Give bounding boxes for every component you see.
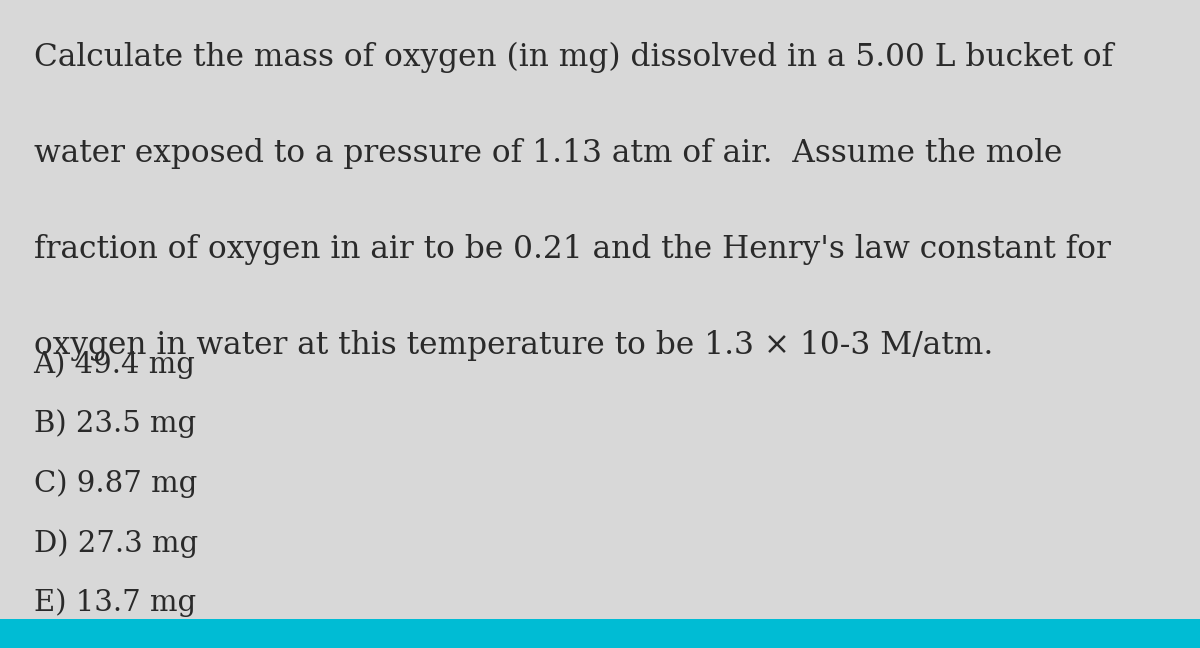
Text: D) 27.3 mg: D) 27.3 mg xyxy=(34,529,198,557)
Text: A) 49.4 mg: A) 49.4 mg xyxy=(34,350,196,378)
Text: B) 23.5 mg: B) 23.5 mg xyxy=(34,410,196,438)
Text: E) 13.7 mg: E) 13.7 mg xyxy=(34,588,196,617)
Text: oxygen in water at this temperature to be 1.3 × 10-3 M/atm.: oxygen in water at this temperature to b… xyxy=(34,330,992,361)
Text: Calculate the mass of oxygen (in mg) dissolved in a 5.00 L bucket of: Calculate the mass of oxygen (in mg) dis… xyxy=(34,42,1112,73)
Text: fraction of oxygen in air to be 0.21 and the Henry's law constant for: fraction of oxygen in air to be 0.21 and… xyxy=(34,234,1110,265)
Bar xyxy=(0,619,1200,648)
Text: C) 9.87 mg: C) 9.87 mg xyxy=(34,469,197,498)
Text: water exposed to a pressure of 1.13 atm of air.  Assume the mole: water exposed to a pressure of 1.13 atm … xyxy=(34,138,1062,169)
